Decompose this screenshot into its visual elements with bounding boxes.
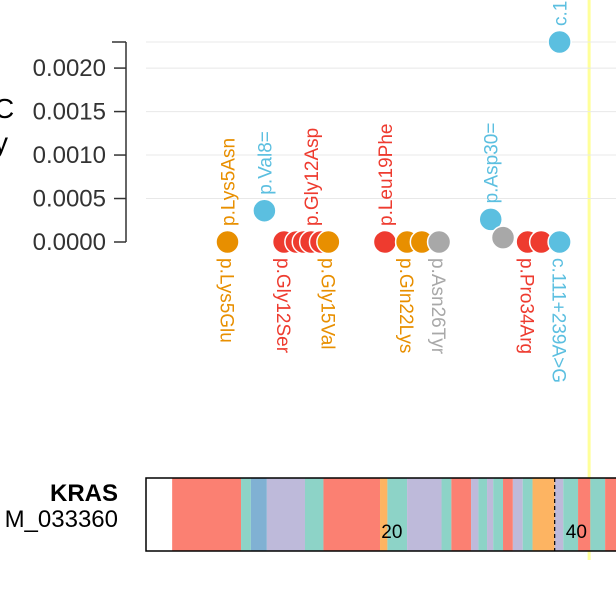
position-tick-label: 40 — [566, 522, 587, 543]
gene-domain — [250, 478, 267, 551]
gene-domain — [323, 478, 381, 551]
transcript-id: M_033360 — [5, 506, 118, 533]
highlight-layer — [587, 0, 591, 560]
gene-domain — [554, 478, 564, 551]
mutation-label: p.Asn26Tyr — [427, 258, 448, 355]
gene-domain — [563, 478, 579, 551]
y-axis: 0.0000 0.0005 0.0010 0.0015 0.0020 — [33, 41, 127, 256]
mutation-label: p.Lys5Asn — [219, 138, 240, 226]
gene-domain — [387, 478, 408, 551]
mutation-labels: p.Lys5Glu p.Lys5Asn p.Val8= p.Gly12Ser p.Gly… — [216, 1, 572, 383]
mutation-point — [547, 29, 572, 55]
gene-domain — [380, 478, 388, 551]
y-label-fragment: y — [0, 127, 8, 158]
gene-track-border — [145, 477, 616, 552]
gene-domain — [478, 478, 488, 551]
mutation-point — [490, 225, 516, 250]
y-label-fragment: C — [0, 93, 14, 124]
y-tick-label: 0.0020 — [33, 55, 106, 82]
gene-domain — [578, 478, 591, 551]
mutation-label: p.Gln22Lys — [395, 258, 416, 353]
gene-domain — [487, 478, 494, 551]
y-tick-label: 0.0010 — [33, 142, 106, 169]
gene-domain — [503, 478, 513, 551]
mutation-label: p.Asp30= — [482, 123, 503, 204]
mutation-label: c.1 — [551, 1, 572, 26]
y-tick-label: 0.0015 — [33, 99, 106, 126]
gene-domain — [512, 478, 523, 551]
mutation-label: p.Gly12Asp — [302, 128, 323, 226]
gene-domain — [493, 478, 504, 551]
gene-domain — [441, 478, 452, 551]
y-tick-label: 0.0000 — [33, 229, 106, 256]
mutation-point — [426, 229, 452, 255]
gene-domain — [451, 478, 472, 551]
mutation-label: p.Val8= — [255, 131, 276, 195]
mutation-point — [316, 229, 341, 255]
gene-domain — [532, 478, 555, 551]
gene-domain — [407, 478, 442, 551]
mutation-point — [547, 229, 572, 255]
gene-domain — [605, 478, 616, 551]
mutation-label: p.Gly12Ser — [272, 258, 293, 354]
highlight-line — [587, 0, 591, 560]
mutation-point — [215, 229, 240, 255]
gene-domain — [241, 478, 251, 551]
gene-domain — [172, 478, 242, 551]
gene-domain — [590, 478, 606, 551]
gene-domain — [471, 478, 479, 551]
gene-domain — [522, 478, 533, 551]
mutation-points — [215, 29, 572, 255]
mutation-point — [478, 207, 503, 232]
mutation-label: p.Lys5Glu — [216, 258, 237, 343]
gene-domain — [266, 478, 305, 551]
mutation-label: p.Pro34Arg — [516, 258, 537, 354]
mutation-label: c.111+239A>G — [548, 258, 569, 383]
mutation-point — [252, 198, 277, 223]
gene-name: KRAS — [50, 480, 118, 507]
mutation-point — [372, 229, 398, 255]
y-tick-label: 0.0005 — [33, 186, 106, 213]
grid-layer — [146, 41, 616, 200]
mutation-label: p.Leu19Phe — [376, 124, 397, 227]
y-axis-label: Cy — [0, 93, 14, 158]
position-tick-label: 20 — [381, 522, 402, 543]
gene-domain — [304, 478, 324, 551]
mutation-label: p.Gly15Val — [316, 258, 337, 350]
